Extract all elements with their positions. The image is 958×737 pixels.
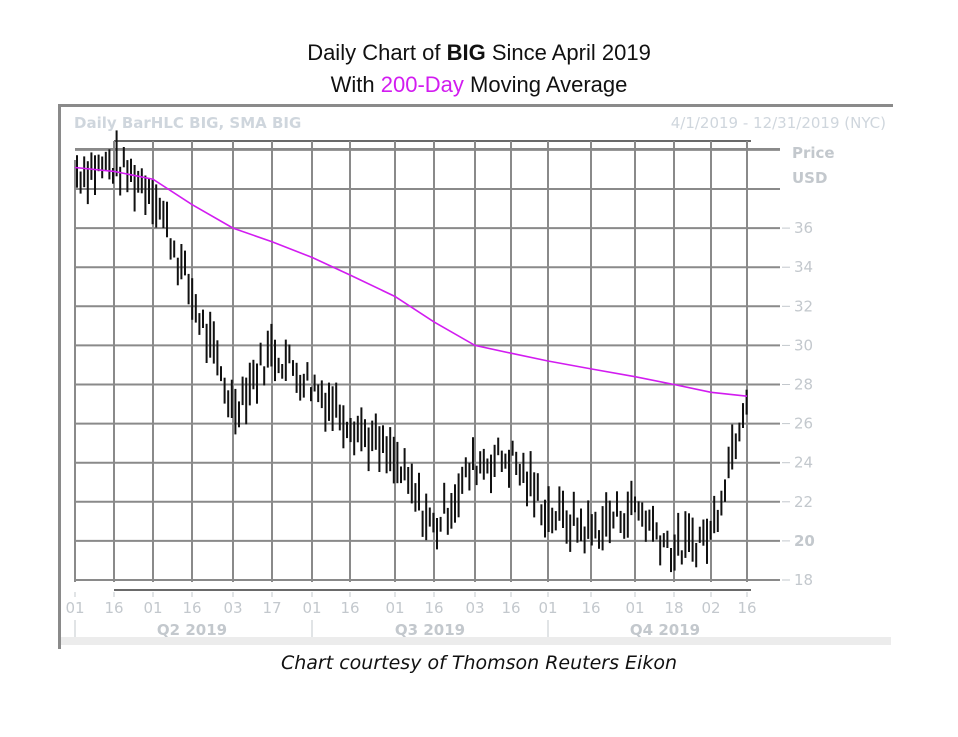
title-text: Moving Average bbox=[463, 72, 628, 97]
y-tick-label: 18 bbox=[794, 571, 813, 589]
x-tick-label: 01 bbox=[538, 599, 557, 617]
y-tick-label: 30 bbox=[794, 336, 813, 354]
y-axis-label-price: Price bbox=[792, 144, 835, 162]
x-tick-label: 16 bbox=[340, 599, 359, 617]
x-tick-label: 16 bbox=[182, 599, 201, 617]
x-tick-label: 16 bbox=[737, 599, 756, 617]
x-tick-label: 03 bbox=[465, 599, 484, 617]
x-tick-label: 16 bbox=[424, 599, 443, 617]
title-text: Daily Chart of bbox=[307, 40, 447, 65]
chart-caption: Chart courtesy of Thomson Reuters Eikon bbox=[280, 652, 677, 674]
y-tick-label: 20 bbox=[794, 532, 815, 550]
x-tick-label: 18 bbox=[664, 599, 683, 617]
x-tick-label: 01 bbox=[143, 599, 162, 617]
y-tick-label: 24 bbox=[794, 454, 813, 472]
x-tick-label: 16 bbox=[501, 599, 520, 617]
quarter-label: Q4 2019 bbox=[630, 621, 700, 639]
chart-title-line2: With 200-Day Moving Average bbox=[0, 70, 958, 100]
sma-200-line bbox=[74, 166, 748, 397]
x-tick-label: 01 bbox=[385, 599, 404, 617]
x-tick-label: 17 bbox=[262, 599, 281, 617]
ticker-symbol: BIG bbox=[446, 40, 486, 65]
quarter-label: Q3 2019 bbox=[395, 621, 465, 639]
x-tick-label: 01 bbox=[65, 599, 84, 617]
x-tick-label: 03 bbox=[223, 599, 242, 617]
chart-footer-bar bbox=[61, 637, 891, 645]
x-tick-label: 01 bbox=[625, 599, 644, 617]
x-tick-label: 01 bbox=[302, 599, 321, 617]
quarter-label: Q2 2019 bbox=[157, 621, 227, 639]
sma-highlight: 200-Day bbox=[380, 72, 464, 97]
chart-series-label: Daily BarHLC BIG, SMA BIG bbox=[74, 114, 302, 132]
title-text: Since April 2019 bbox=[485, 40, 651, 65]
x-tick-label: 16 bbox=[104, 599, 123, 617]
chart-date-range: 4/1/2019 - 12/31/2019 (NYC) bbox=[670, 114, 886, 132]
y-tick-label: 32 bbox=[794, 297, 813, 315]
y-axis-label-usd: USD bbox=[792, 169, 827, 187]
title-text: With bbox=[330, 72, 381, 97]
y-tick-label: 36 bbox=[794, 219, 813, 237]
chart-frame bbox=[58, 104, 893, 649]
y-tick-label: 28 bbox=[794, 376, 813, 394]
y-tick-label: 34 bbox=[794, 258, 813, 276]
x-tick-label: 02 bbox=[701, 599, 720, 617]
x-tick-label: 16 bbox=[581, 599, 600, 617]
chart-title-line1: Daily Chart of BIG Since April 2019 bbox=[0, 38, 958, 68]
y-tick-label: 22 bbox=[794, 493, 813, 511]
y-tick-label: 26 bbox=[794, 415, 813, 433]
